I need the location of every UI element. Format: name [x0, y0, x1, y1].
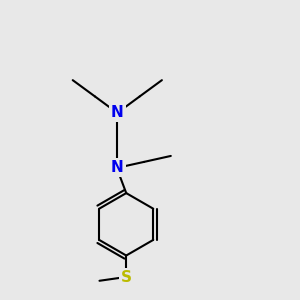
- Text: S: S: [121, 270, 132, 285]
- Text: N: N: [111, 105, 124, 120]
- Text: N: N: [111, 160, 124, 175]
